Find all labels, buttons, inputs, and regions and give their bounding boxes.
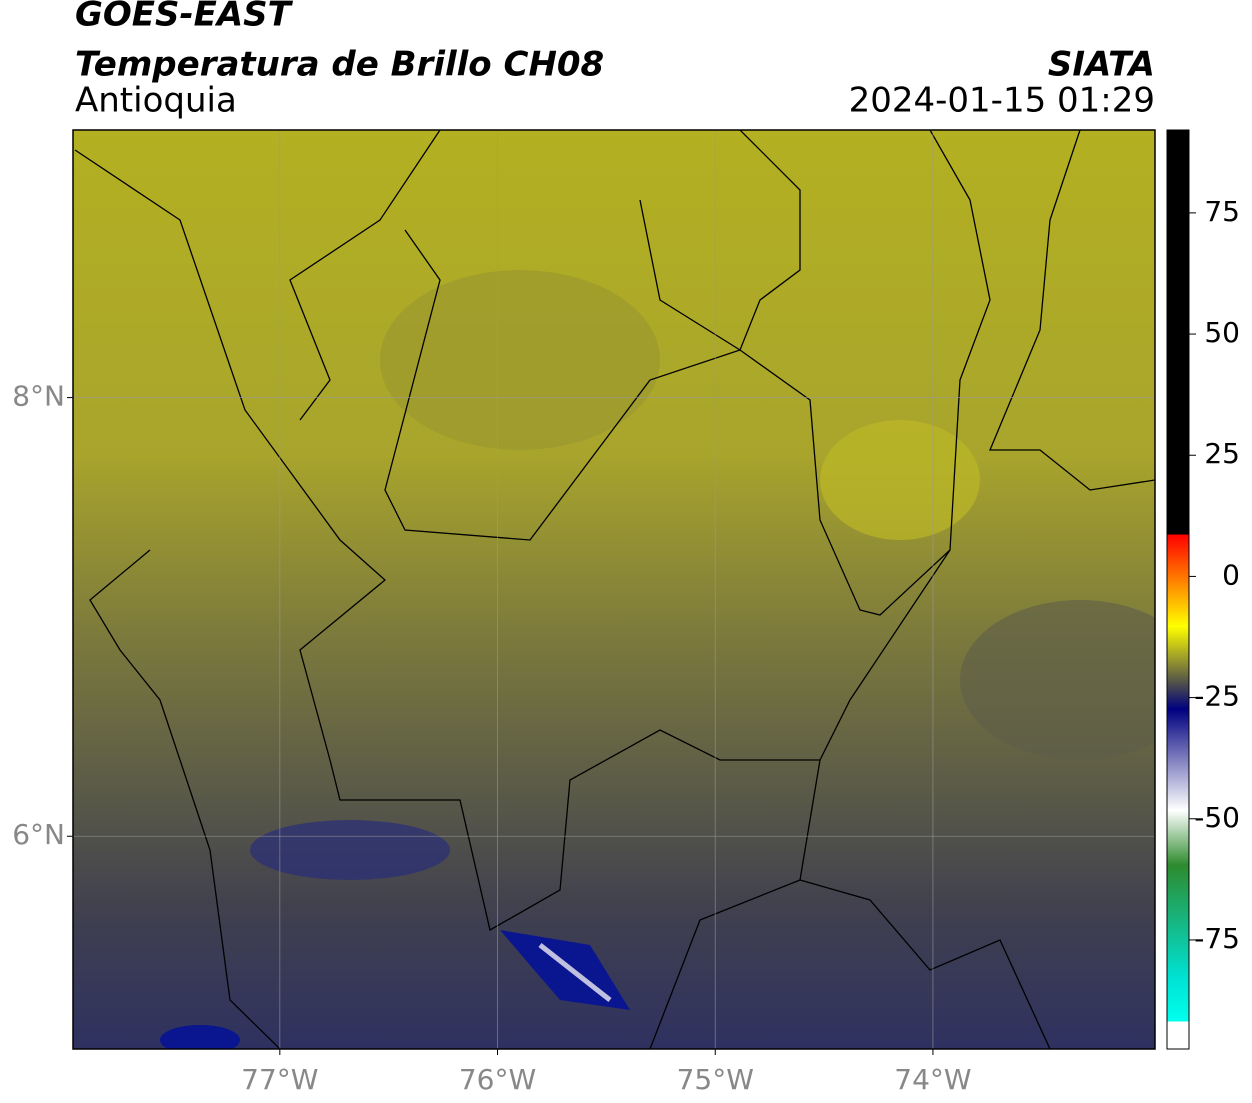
colorbar-tick-label: 75 <box>1204 195 1240 228</box>
colorbar-tick-label: -25 <box>1194 680 1240 713</box>
y-tick-label: 8°N <box>12 380 65 413</box>
colorbar-tick-label: 0 <box>1222 558 1240 591</box>
y-tick-label: 6°N <box>12 818 65 851</box>
region: Antioquia <box>75 81 237 121</box>
colorbar-tick-label: 25 <box>1204 437 1240 470</box>
datetime: 2024-01-15 01:29 <box>849 81 1155 121</box>
colorbar-tick-label: 50 <box>1204 316 1240 349</box>
subtitle: Temperatura de Brillo CH08 <box>75 45 604 85</box>
colorbar-tick-label: -75 <box>1194 922 1240 955</box>
x-tick-label: 75°W <box>677 1063 754 1096</box>
source: SIATA <box>1048 45 1155 85</box>
map-image <box>73 130 1155 1049</box>
colorbar <box>1166 129 1190 1050</box>
x-tick-label: 77°W <box>241 1063 318 1096</box>
grid <box>73 130 1155 1049</box>
x-tick-label: 76°W <box>459 1063 536 1096</box>
title: GOES-EAST <box>75 0 294 35</box>
colorbar-tick-label: -50 <box>1194 801 1240 834</box>
x-tick-label: 74°W <box>894 1063 971 1096</box>
map-frame <box>72 129 1156 1050</box>
